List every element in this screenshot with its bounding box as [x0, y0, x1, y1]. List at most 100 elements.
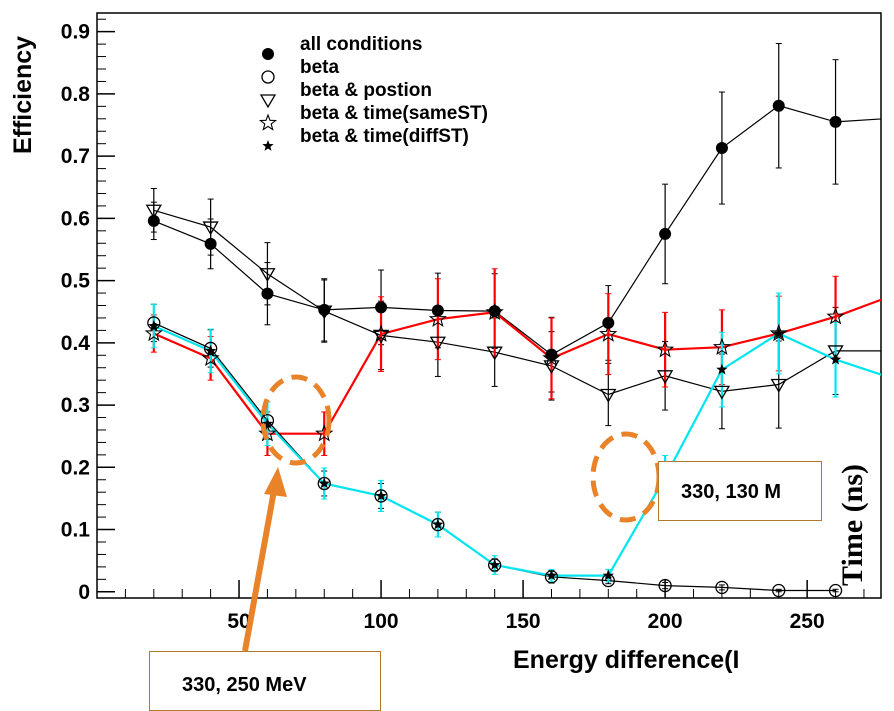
data-point [432, 518, 444, 530]
data-point [773, 327, 785, 339]
data-point [543, 360, 560, 375]
arrow-shaft [242, 484, 278, 652]
x-tick-label: 250 [790, 610, 825, 633]
data-point [261, 417, 274, 429]
data-point [204, 237, 217, 250]
data-point [545, 569, 558, 581]
data-point [259, 268, 276, 283]
data-point [655, 340, 675, 358]
legend-marker [262, 48, 274, 60]
data-point [486, 346, 503, 361]
legend-marker [261, 70, 275, 84]
legend-label: beta & postion [300, 80, 432, 101]
data-point [772, 99, 785, 112]
data-point [885, 288, 894, 303]
data-point [599, 324, 618, 342]
data-point [886, 112, 894, 124]
data-point [769, 323, 788, 342]
data-point [428, 309, 448, 327]
legend-label: beta & time(diffST) [300, 126, 469, 147]
data-point [431, 517, 445, 532]
y-axis-ticks: 0 0.1 0.2 0.3 0.4 0.5 0.6 0.7 0.8 0.9 [61, 18, 115, 604]
x-tick-label: 150 [506, 610, 541, 633]
y-tick-label: 0.4 [61, 332, 91, 355]
data-point [827, 345, 844, 360]
legend-label: all conditions [300, 34, 422, 55]
data-point [429, 336, 447, 351]
data-point [829, 353, 842, 365]
data-point [829, 115, 842, 128]
arrow-head [264, 467, 287, 497]
highlight-layer [242, 374, 662, 652]
legend-marker [259, 94, 277, 109]
x-axis-title: Energy difference(I [513, 646, 739, 674]
data-point [887, 372, 894, 383]
data-point [201, 348, 220, 367]
highlight-ring-left [260, 374, 332, 466]
data-point [658, 578, 672, 593]
y-tick-label: 0.5 [61, 270, 91, 293]
y-tick-label: 0.7 [61, 145, 90, 168]
data-point [371, 324, 391, 342]
x-tick-label: 100 [364, 610, 399, 633]
data-point [656, 370, 674, 385]
data-point [375, 489, 387, 501]
y-axis-title: Efficiency [9, 36, 37, 154]
y-tick-label: 0.6 [61, 207, 90, 230]
data-point [261, 287, 274, 300]
highlight-ring-right [590, 431, 662, 523]
y-tick-label: 0.8 [61, 83, 91, 106]
data-point [375, 301, 388, 314]
data-point [715, 580, 729, 595]
legend-label: beta & time(sameST) [300, 103, 488, 124]
series-line [153, 105, 881, 356]
data-point [374, 489, 388, 503]
data-point [485, 302, 504, 321]
data-point [317, 476, 331, 491]
y-tick-label: 0 [78, 581, 90, 604]
data-point [202, 221, 219, 236]
data-point [602, 316, 615, 329]
data-point [602, 569, 614, 581]
series-line [153, 324, 881, 577]
data-point [488, 558, 502, 572]
data-point [204, 344, 217, 356]
data-point [148, 320, 160, 331]
x-tick-label: 50 [227, 610, 250, 633]
callout-330-130-text: 330, 130 M [681, 481, 782, 503]
data-point [144, 323, 163, 342]
overlay-time-label: Time (ns) [836, 464, 869, 586]
data-point [712, 337, 732, 355]
y-tick-label: 0.2 [61, 456, 90, 479]
data-point [885, 346, 894, 358]
data-point [770, 378, 787, 393]
legend-label: beta [300, 57, 340, 78]
series-line [153, 209, 881, 396]
y-tick-label: 0.3 [61, 394, 90, 417]
data-point [659, 227, 672, 240]
series-beta-postion [150, 188, 881, 430]
callout-330-250-text: 330, 250 MeV [182, 674, 307, 696]
callout-330-250: 330, 250 MeV [149, 651, 381, 711]
x-tick-label: 200 [648, 610, 683, 633]
data-point [147, 316, 161, 330]
legend-marker [262, 140, 274, 151]
data-point [600, 388, 617, 403]
data-point [145, 204, 162, 219]
data-point [203, 341, 218, 356]
data-point [772, 583, 786, 598]
data-point [828, 583, 843, 598]
data-point [545, 348, 558, 361]
callout-330-130: 330, 130 M [658, 461, 822, 521]
data-point [318, 303, 331, 316]
legend-marker [258, 113, 278, 131]
x-axis-ticks: 50 100 150 200 250 [124, 580, 865, 633]
data-point [542, 348, 561, 367]
y-tick-label: 0.1 [61, 519, 91, 542]
series-layer [144, 42, 894, 598]
data-point [318, 477, 330, 489]
y-tick-label: 0.9 [61, 21, 90, 44]
data-point [715, 142, 728, 155]
